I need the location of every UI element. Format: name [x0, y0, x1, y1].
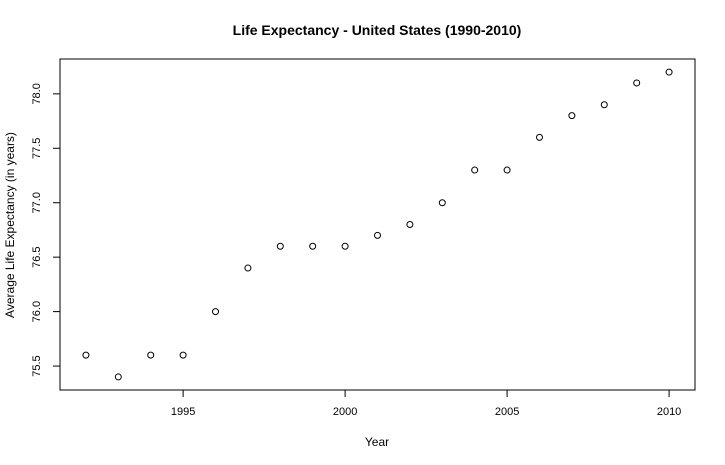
y-tick-label: 75.5: [31, 355, 43, 376]
data-point: [535, 133, 543, 141]
data-point: [276, 242, 284, 250]
data-point: [406, 221, 414, 228]
data-point: [665, 68, 673, 76]
x-axis-label: Year: [365, 435, 389, 449]
x-axis: 1995 2000 2005 2010: [171, 389, 681, 418]
data-point: [374, 231, 381, 239]
data-point: [179, 351, 187, 359]
data-point: [309, 242, 317, 250]
data-point: [82, 351, 90, 359]
x-tick-label: 2000: [333, 406, 357, 418]
y-tick-label: 77.5: [31, 138, 43, 159]
y-tick-label: 76.0: [31, 301, 43, 322]
data-point: [471, 166, 479, 174]
data-point: [600, 101, 608, 109]
y-axis: 75.5 76.0 76.5 77.0 77.5 78.0: [31, 83, 61, 377]
data-point: [503, 166, 511, 174]
y-tick-label: 78.0: [31, 83, 43, 104]
data-point: [212, 308, 220, 316]
data-point: [341, 242, 349, 250]
chart-title: Life Expectancy - United States (1990-20…: [233, 22, 522, 38]
plot-frame: [59, 58, 696, 391]
data-points: [82, 68, 673, 381]
x-tick-label: 1995: [171, 406, 195, 418]
data-point: [244, 264, 252, 272]
data-point: [568, 112, 576, 120]
y-tick-label: 76.5: [31, 246, 43, 267]
data-point: [633, 79, 641, 87]
data-point: [438, 199, 446, 207]
y-tick-label: 77.0: [31, 192, 43, 213]
y-axis-label: Average Life Expectancy (in years): [3, 132, 17, 318]
x-tick-label: 2005: [495, 406, 519, 418]
x-tick-label: 2010: [657, 406, 681, 418]
data-point: [147, 351, 155, 359]
data-point: [114, 373, 122, 381]
